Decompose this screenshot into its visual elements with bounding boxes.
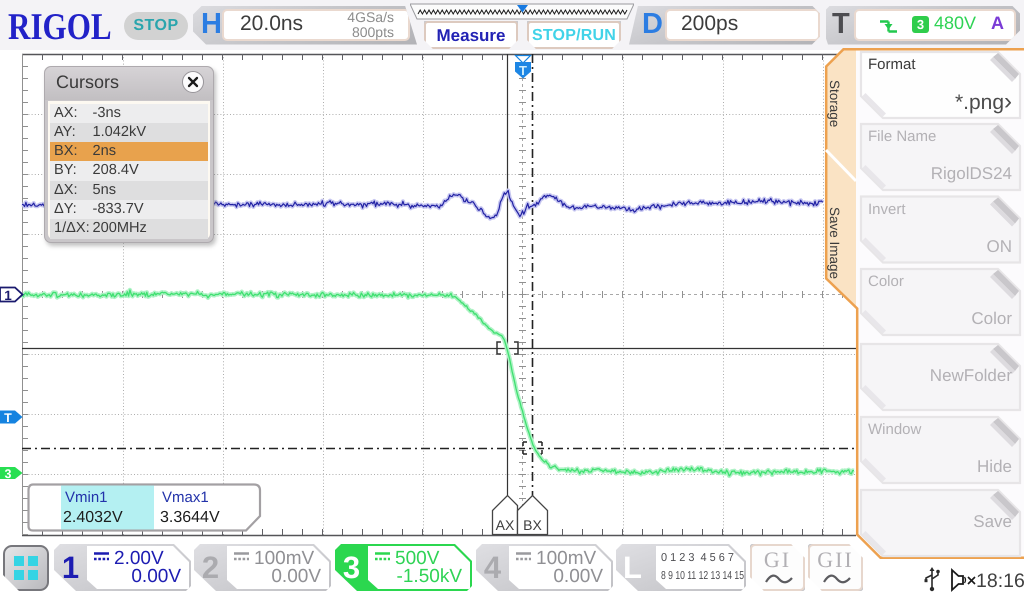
svg-text:T: T (519, 63, 527, 78)
svg-text:0 1 2 3 4 5 6 7: 0 1 2 3 4 5 6 7 (661, 552, 734, 564)
svg-text:1: 1 (4, 288, 12, 303)
svg-text:3: 3 (5, 467, 12, 481)
svg-text:T: T (4, 411, 12, 425)
svg-text:8 9 10 11 12 13 14 15: 8 9 10 11 12 13 14 15 (661, 570, 744, 582)
